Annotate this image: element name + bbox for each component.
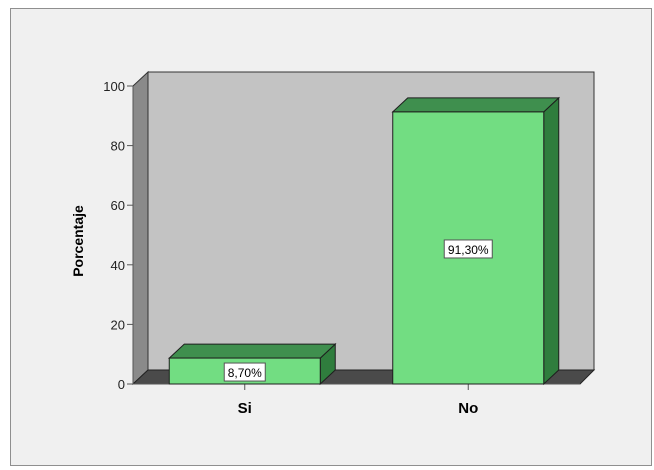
data-label: 8,70% [223,362,266,382]
data-label-box [443,239,493,259]
bar-chart: 0 20 40 60 80 100 Si 8,70% No 91,30% Porcentaje [70,70,596,417]
y-tick-label: 40 [111,258,125,273]
plot-side-wall [132,70,149,386]
y-axis-title: Porcentaje [70,205,86,277]
y-tick-label: 80 [111,139,125,154]
bar-no [391,96,561,386]
x-tick-label: Si [238,400,252,417]
bars [167,96,561,386]
data-label: 91,30% [443,239,493,259]
data-label-box [223,362,266,382]
y-tick-label: 20 [111,317,125,332]
chart-frame: 0 20 40 60 80 100 Si 8,70% No 91,30% Porcentaje [10,8,652,466]
y-tick-label: 0 [118,377,125,392]
bar-top-face [391,97,561,113]
bar-top-face [167,343,337,359]
x-tick-label: No [458,400,478,417]
bar-side-face [543,96,560,386]
data-label-text: 91,30% [448,243,489,257]
y-tick-label: 100 [103,79,125,94]
data-label-text: 8,70% [228,366,262,380]
y-tick-label: 60 [111,198,125,213]
labels: Si 8,70% No 91,30% [223,239,493,417]
